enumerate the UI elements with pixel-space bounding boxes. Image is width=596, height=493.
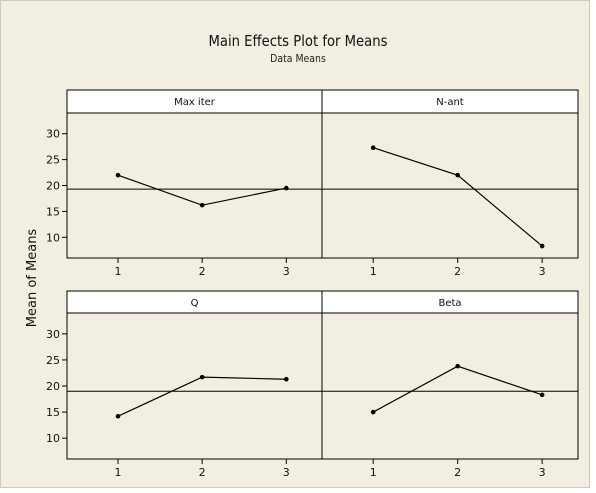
data-point bbox=[455, 172, 460, 178]
x-tick-label: 2 bbox=[454, 265, 461, 278]
y-tick-label: 20 bbox=[46, 380, 60, 393]
y-tick-label: 15 bbox=[46, 406, 60, 419]
panel-title: Max iter bbox=[174, 97, 216, 108]
x-tick-label: 1 bbox=[370, 466, 377, 479]
data-point bbox=[539, 243, 545, 249]
panel-title: Beta bbox=[438, 298, 461, 309]
panel-background bbox=[67, 291, 322, 459]
data-point bbox=[370, 409, 376, 415]
data-point bbox=[199, 374, 205, 380]
x-tick-label: 3 bbox=[539, 466, 546, 479]
chart-title: Main Effects Plot for Means bbox=[208, 32, 388, 50]
x-tick-label: 3 bbox=[283, 265, 290, 278]
y-tick-label: 30 bbox=[46, 128, 60, 141]
y-tick-label: 10 bbox=[46, 231, 60, 244]
data-point bbox=[115, 172, 121, 178]
panel-title: N-ant bbox=[436, 97, 464, 108]
data-point bbox=[115, 413, 121, 419]
data-point bbox=[284, 185, 289, 191]
panels-group: Max iter 10 15 20 25 30 1 2 3 N-ant 1 2 3 Q 10 15 20 25 30… bbox=[46, 89, 579, 479]
x-tick-label: 1 bbox=[115, 265, 122, 278]
x-tick-label: 2 bbox=[199, 265, 206, 278]
data-point bbox=[199, 202, 205, 208]
panel-background bbox=[67, 90, 322, 258]
y-axis-label: Mean of Means bbox=[25, 229, 40, 328]
x-tick-label: 1 bbox=[115, 466, 122, 479]
y-tick-label: 10 bbox=[46, 432, 60, 445]
y-tick-label: 25 bbox=[46, 154, 60, 167]
chart-subtitle: Data Means bbox=[270, 52, 326, 65]
y-tick-label: 15 bbox=[46, 205, 60, 218]
x-tick-label: 3 bbox=[539, 265, 546, 278]
x-tick-label: 2 bbox=[199, 466, 206, 479]
x-tick-label: 1 bbox=[370, 265, 377, 278]
panel-background bbox=[322, 90, 578, 258]
data-point bbox=[370, 145, 376, 150]
panel-border bbox=[321, 89, 579, 259]
panel-background bbox=[322, 291, 578, 459]
data-point bbox=[539, 392, 545, 398]
y-tick-label: 30 bbox=[46, 328, 60, 341]
panel-border bbox=[321, 290, 579, 460]
data-point bbox=[455, 363, 460, 369]
x-tick-label: 3 bbox=[283, 466, 290, 479]
y-tick-label: 25 bbox=[46, 354, 60, 367]
y-tick-label: 20 bbox=[46, 180, 60, 193]
panel-title: Q bbox=[191, 298, 199, 309]
x-tick-label: 2 bbox=[454, 466, 461, 479]
data-point bbox=[284, 376, 289, 382]
